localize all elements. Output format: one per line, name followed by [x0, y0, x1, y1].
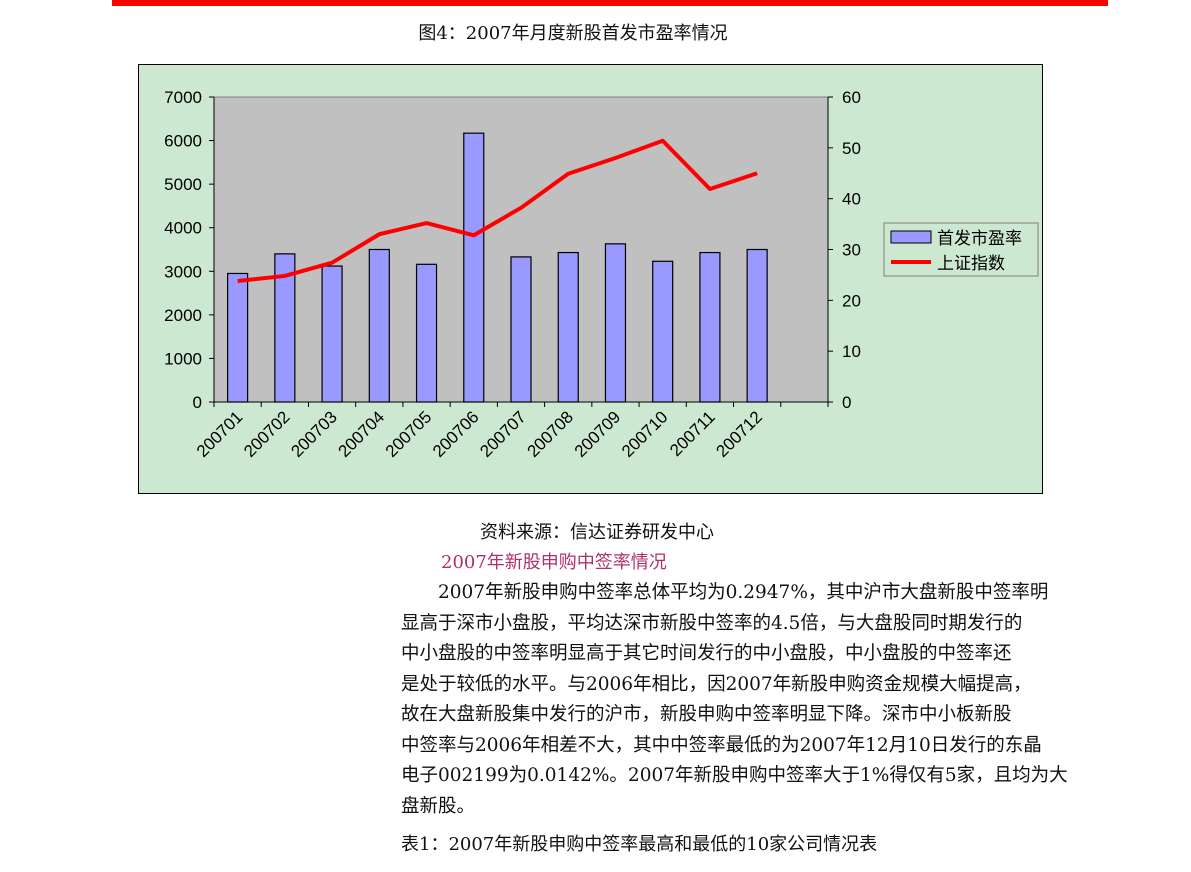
x-tick-label: 200701 [193, 407, 247, 461]
left-tick-label: 1000 [164, 349, 202, 368]
bar-200711 [699, 251, 721, 403]
body-paragraph: 2007年新股申购中签率总体平均为0.2947%，其中沪市大盘新股中签率明 显高… [401, 578, 1111, 822]
x-tick-label: 200702 [240, 407, 294, 461]
left-tick-label: 2000 [164, 306, 202, 325]
paragraph-line: 显高于深市小盘股，平均达深市新股中签率的4.5倍，与大盘股同时期发行的 [401, 612, 1023, 634]
right-tick-label: 60 [842, 88, 861, 107]
paragraph-line: 盘新股。 [401, 795, 476, 817]
left-tick-label: 4000 [164, 219, 202, 238]
right-tick-label: 50 [842, 139, 861, 158]
x-tick-label: 200712 [712, 407, 766, 461]
x-tick-label: 200703 [287, 407, 341, 461]
right-tick-label: 10 [842, 342, 861, 361]
left-tick-label: 3000 [164, 262, 202, 281]
bar-200709 [604, 243, 627, 403]
legend-label-line: 上证指数 [937, 254, 1005, 274]
bar-200712 [746, 248, 768, 403]
line-series-上证指数 [237, 138, 758, 284]
x-tick-label: 200705 [382, 407, 436, 461]
x-tick-label: 200709 [571, 407, 625, 461]
right-tick-label: 20 [842, 291, 861, 310]
paragraph-line: 中签率与2006年相差不大，其中中签率最低的为2007年12月10日发行的东晶 [401, 734, 1042, 756]
chart-container: 0 1000 2000 3000 4000 5000 6000 7000 0 10 20 30 40 50… [138, 64, 1043, 494]
bar-200706 [463, 132, 485, 403]
right-tick-label: 40 [842, 190, 861, 209]
bar-200708 [557, 251, 579, 403]
chart-svg: 0 1000 2000 3000 4000 5000 6000 7000 0 10 20 30 40 50… [164, 88, 1039, 461]
bar-200702 [274, 253, 296, 403]
top-red-rule [112, 0, 1108, 6]
x-tick-label: 200706 [429, 407, 483, 461]
paragraph-line: 2007年新股申购中签率总体平均为0.2947%，其中沪市大盘新股中签率明 [401, 582, 1049, 603]
right-tick-label: 30 [842, 241, 861, 260]
legend-label-bar: 首发市盈率 [937, 229, 1022, 249]
bar-200704 [368, 248, 390, 403]
bar-200701 [227, 272, 249, 403]
left-tick-label: 5000 [164, 175, 202, 194]
left-tick-label: 7000 [164, 88, 202, 107]
source-note: 资料来源：信达证券研发中心 [480, 522, 714, 543]
table-caption: 表1：2007年新股申购中签率最高和最低的10家公司情况表 [401, 834, 878, 855]
x-tick-label: 200708 [524, 407, 578, 461]
left-tick-label: 0 [193, 393, 202, 412]
left-tick-label: 6000 [164, 132, 202, 151]
right-tick-label: 0 [842, 393, 851, 412]
figure-title: 图4：2007年月度新股首发市盈率情况 [418, 23, 728, 44]
paragraph-line: 故在大盘新股集中发行的沪市，新股申购中签率明显下降。深市中小板新股 [401, 704, 1012, 725]
x-tick-label: 200707 [476, 407, 530, 461]
x-tick-label: 200704 [335, 407, 389, 461]
x-tick-label: 200711 [666, 407, 719, 460]
paragraph-line: 电子002199为0.0142%。2007年新股申购中签率大于1%得仅有5家，且… [401, 765, 1068, 786]
bar-200703 [321, 265, 343, 403]
bar-200710 [652, 260, 674, 403]
bar-200707 [510, 256, 532, 403]
section-subheading: 2007年新股申购中签率情况 [441, 552, 667, 573]
bar-200705 [415, 263, 438, 403]
x-tick-label: 200710 [618, 407, 672, 461]
legend-bar-swatch [890, 230, 932, 244]
paragraph-line: 是处于较低的水平。与2006年相比，因2007年新股申购资金规模大幅提高， [401, 673, 1032, 695]
paragraph-line: 中小盘股的中签率明显高于其它时间发行的中小盘股，中小盘股的中签率还 [401, 643, 1012, 664]
